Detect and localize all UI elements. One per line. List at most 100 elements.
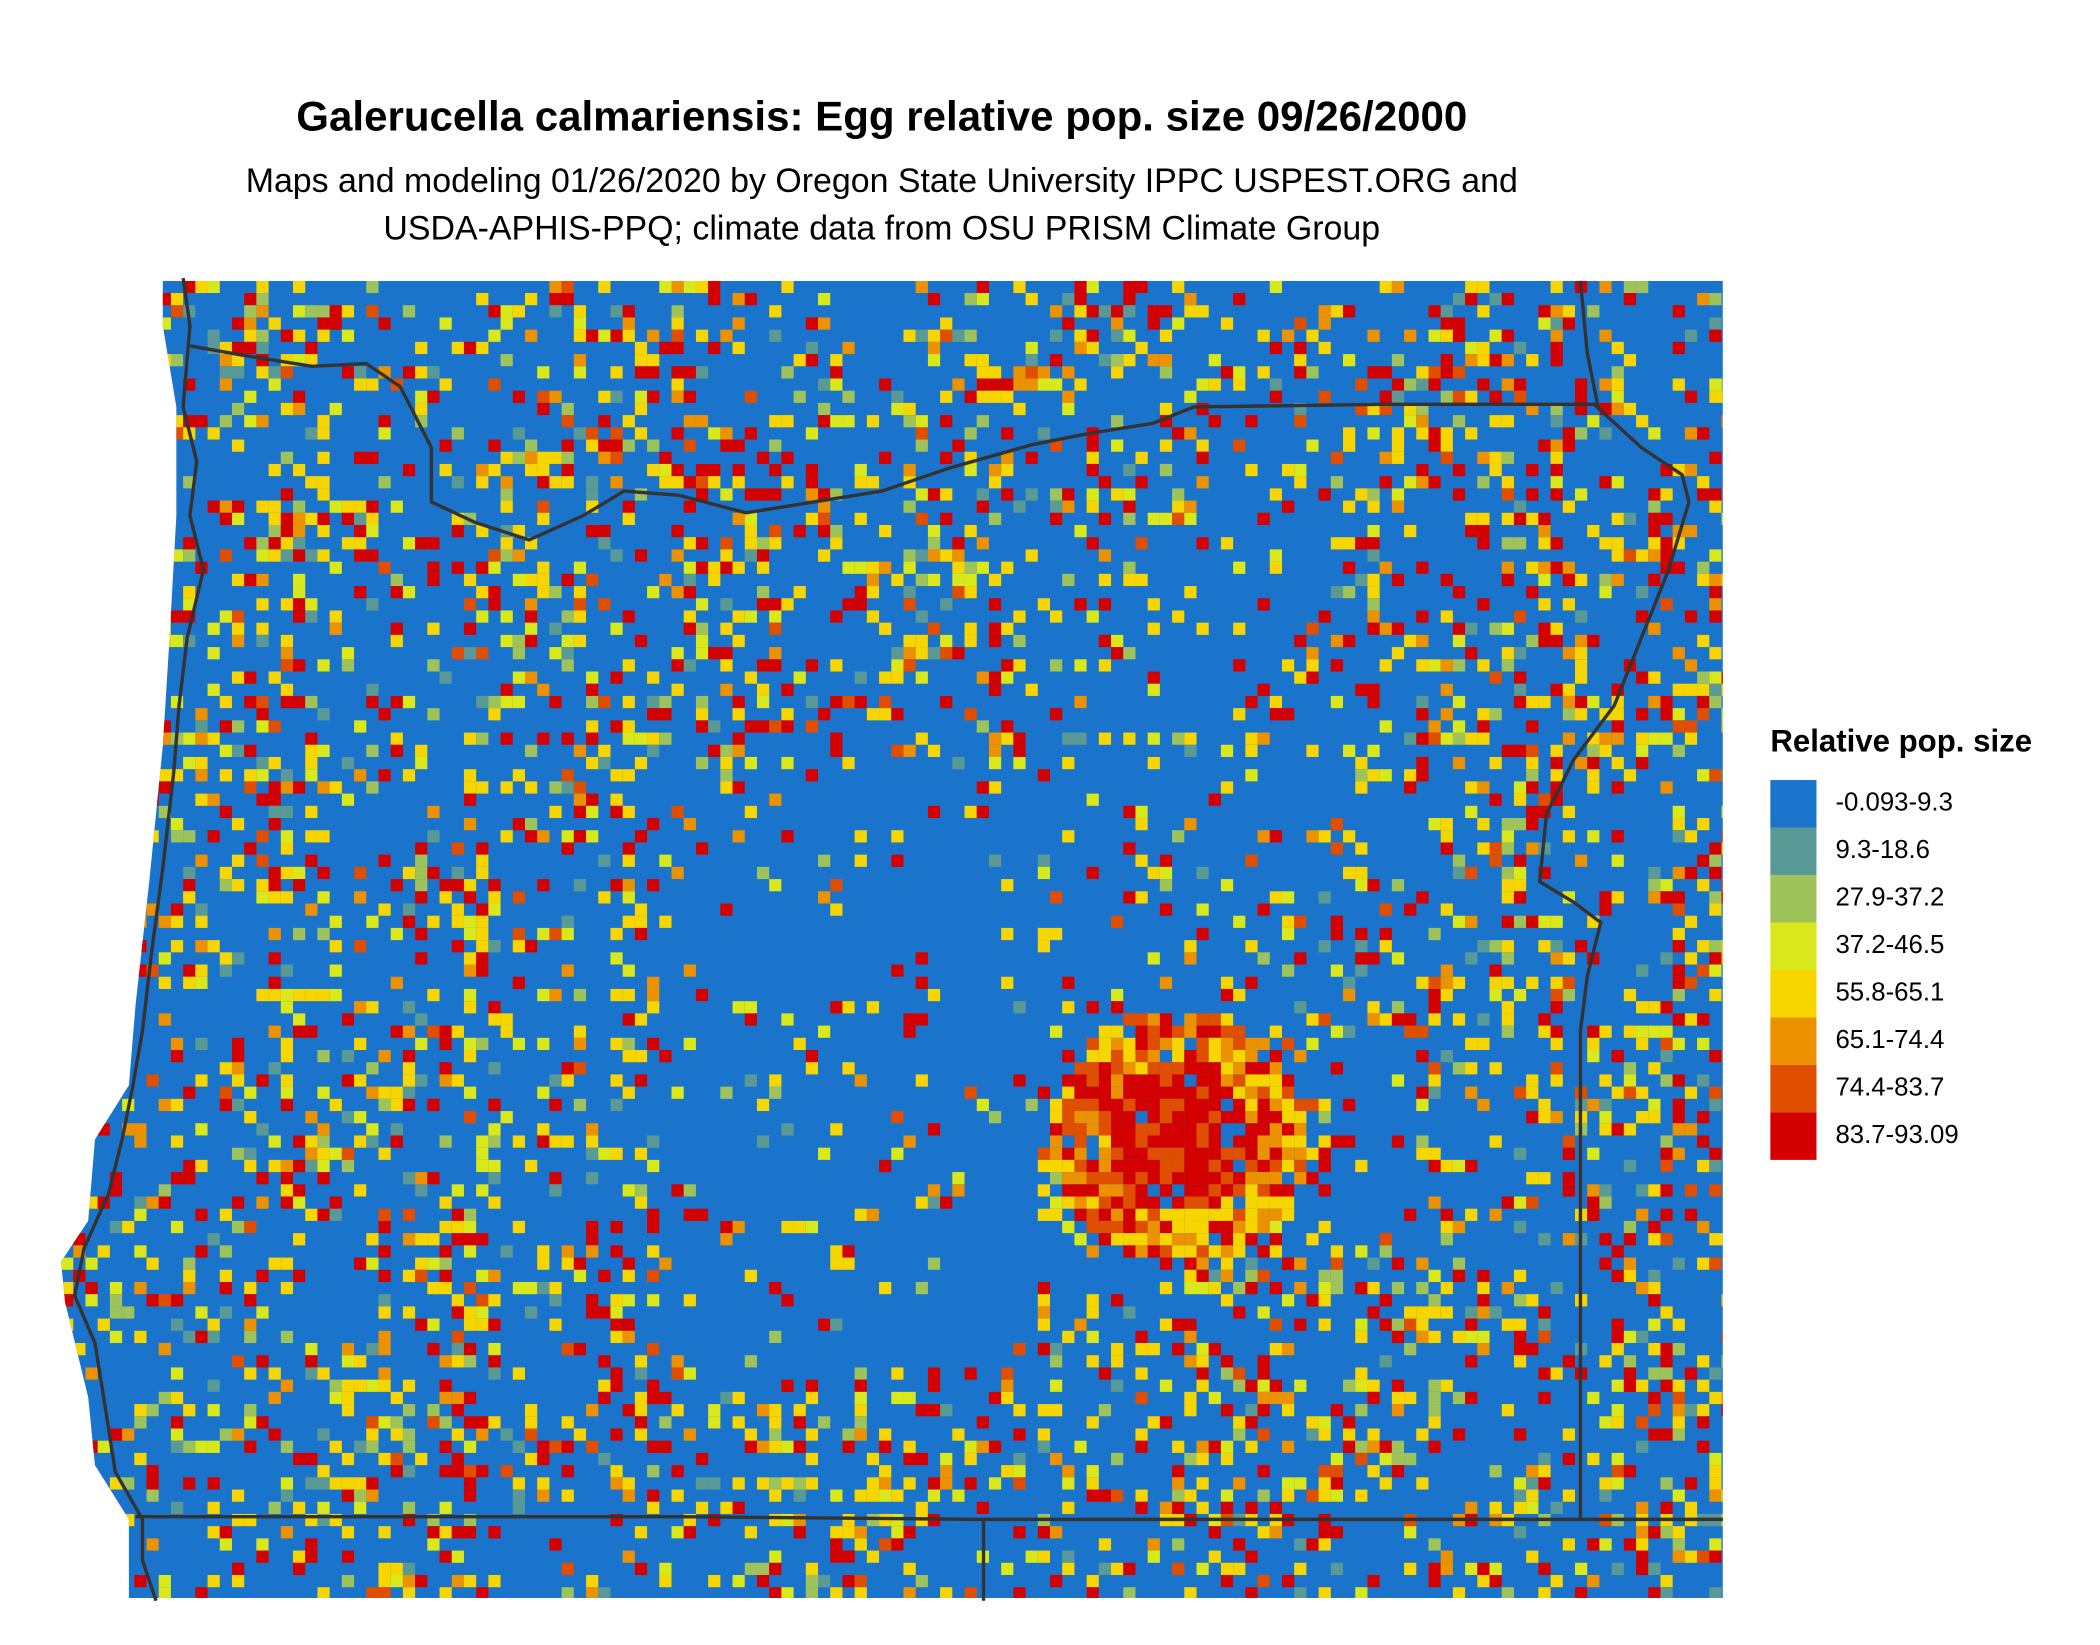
raster-cell	[842, 1257, 855, 1270]
raster-cell	[1611, 1562, 1624, 1575]
raster-cell	[1550, 317, 1563, 330]
raster-cell	[1245, 1196, 1258, 1209]
raster-cell	[793, 1440, 806, 1453]
raster-cell	[537, 1477, 550, 1490]
raster-cell	[610, 1037, 623, 1050]
raster-cell	[1220, 1037, 1234, 1050]
raster-cell	[1257, 329, 1270, 342]
raster-cell	[1623, 1220, 1637, 1234]
raster-cell	[708, 561, 721, 574]
raster-cell	[1709, 1538, 1722, 1551]
raster-cell	[1477, 940, 1490, 953]
legend-label: -0.093-9.3	[1835, 789, 1952, 817]
raster-cell	[988, 1391, 1002, 1405]
raster-cell	[1416, 402, 1429, 416]
raster-cell	[1501, 818, 1514, 831]
raster-cell	[549, 695, 562, 709]
raster-cell	[1098, 1147, 1112, 1160]
raster-cell	[402, 1025, 416, 1038]
raster-cell	[1135, 1330, 1148, 1344]
raster-cell	[1660, 1526, 1673, 1539]
raster-cell	[390, 695, 403, 709]
raster-cell	[634, 756, 648, 770]
raster-cell	[122, 866, 135, 880]
raster-cell	[1489, 1208, 1502, 1221]
raster-cell	[744, 427, 757, 440]
raster-cell	[561, 647, 574, 660]
raster-cell	[781, 1513, 794, 1527]
raster-cell	[134, 1281, 147, 1295]
raster-cell	[1355, 683, 1368, 696]
raster-cell	[1550, 1074, 1563, 1087]
raster-cell	[586, 427, 599, 440]
raster-cell	[525, 573, 538, 587]
raster-cell	[1599, 280, 1612, 294]
raster-cell	[1697, 818, 1710, 831]
raster-cell	[927, 1196, 941, 1209]
raster-cell	[1404, 329, 1417, 342]
raster-cell	[1123, 1159, 1136, 1173]
raster-cell	[988, 756, 1002, 770]
map-subtitle: USDA-APHIS-PPQ; climate data from OSU PR…	[383, 210, 1380, 248]
raster-cell	[427, 915, 440, 928]
raster-cell	[1257, 1208, 1270, 1221]
raster-cell	[1404, 1452, 1417, 1466]
raster-cell	[293, 1159, 306, 1173]
raster-cell	[818, 1318, 831, 1331]
raster-cell	[1123, 280, 1136, 294]
raster-cell	[1318, 1477, 1331, 1490]
raster-cell	[1599, 537, 1612, 550]
raster-cell	[1489, 1575, 1502, 1588]
raster-cell	[525, 1281, 538, 1295]
raster-cell	[1575, 647, 1588, 660]
raster-cell	[439, 1062, 452, 1075]
raster-cell	[73, 854, 86, 867]
raster-cell	[97, 451, 110, 464]
raster-cell	[1721, 769, 1723, 782]
raster-cell	[207, 1501, 220, 1514]
raster-cell	[1135, 1440, 1148, 1453]
raster-cell	[1184, 512, 1197, 525]
raster-cell	[1233, 1184, 1246, 1197]
raster-cell	[488, 1159, 501, 1173]
raster-cell	[463, 1355, 477, 1368]
raster-cell	[427, 1257, 440, 1270]
raster-cell	[573, 586, 587, 599]
raster-cell	[940, 647, 953, 660]
raster-cell	[293, 1013, 306, 1026]
raster-cell	[1550, 1037, 1563, 1050]
raster-cell	[1098, 476, 1112, 489]
raster-cell	[1684, 659, 1698, 672]
raster-cell	[1587, 1147, 1600, 1160]
raster-cell	[1269, 708, 1282, 721]
raster-cell	[195, 1440, 208, 1453]
raster-cell	[1538, 1587, 1551, 1599]
raster-cell	[525, 463, 538, 477]
raster-cell	[708, 1477, 721, 1490]
raster-cell	[671, 1184, 684, 1197]
raster-cell	[1086, 1050, 1099, 1063]
raster-cell	[329, 500, 342, 513]
raster-cell	[219, 500, 232, 513]
raster-cell	[341, 1050, 355, 1063]
raster-cell	[1379, 451, 1392, 464]
raster-cell	[695, 988, 709, 1002]
raster-cell	[183, 586, 196, 599]
raster-cell	[476, 1587, 489, 1599]
raster-cell	[1452, 1159, 1466, 1173]
raster-cell	[1343, 439, 1356, 452]
raster-cell	[1294, 1257, 1307, 1270]
raster-cell	[1513, 390, 1527, 403]
raster-cell	[73, 1452, 86, 1466]
raster-cell	[659, 854, 672, 867]
raster-cell	[891, 1526, 904, 1539]
raster-cell	[525, 1404, 538, 1417]
raster-cell	[1208, 1074, 1221, 1087]
raster-cell	[573, 305, 587, 318]
raster-cell	[305, 1343, 318, 1356]
raster-cell	[1062, 1477, 1075, 1490]
raster-cell	[1159, 1281, 1173, 1295]
raster-cell	[231, 622, 245, 635]
raster-cell	[1062, 488, 1075, 501]
raster-cell	[402, 305, 416, 318]
